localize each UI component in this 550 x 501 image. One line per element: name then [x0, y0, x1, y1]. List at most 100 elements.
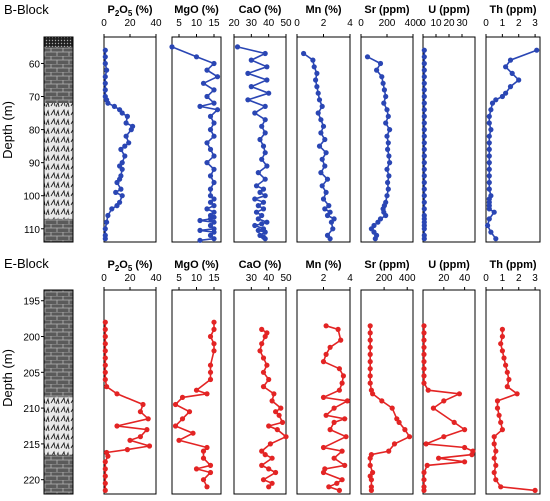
x-tick-label: 0: [101, 18, 107, 29]
panel-title-part: 2: [115, 264, 120, 273]
data-point: [314, 84, 320, 90]
data-point: [336, 387, 342, 393]
data-point: [516, 77, 522, 83]
data-point: [211, 133, 217, 139]
panel-6: Th (ppm)0 1 2 3: [483, 4, 541, 243]
data-point: [102, 480, 108, 486]
data-point: [319, 156, 325, 162]
data-point: [264, 219, 270, 225]
depth-tick-label: 80: [29, 126, 41, 137]
data-point: [260, 477, 267, 483]
data-point: [367, 351, 373, 357]
data-point: [102, 362, 108, 368]
panel-title: P2O5 (%): [108, 4, 153, 18]
x-tick-label: 200: [376, 273, 393, 284]
data-point: [193, 466, 200, 472]
data-point: [320, 359, 327, 365]
data-point: [146, 443, 153, 449]
data-point: [311, 64, 317, 70]
data-point: [114, 391, 120, 397]
panel-4: Sr (ppm)0 200 400: [358, 4, 422, 243]
data-point: [102, 333, 108, 340]
data-point: [342, 416, 348, 422]
data-point: [128, 127, 134, 133]
data-point: [379, 74, 385, 80]
x-tick-label: 40: [150, 273, 162, 284]
b-block-label: B-Block: [4, 2, 49, 17]
data-point: [462, 459, 468, 465]
lithology-unit: [44, 103, 73, 219]
data-point: [406, 434, 413, 440]
lithology-unit: [44, 454, 73, 494]
data-point: [391, 441, 398, 447]
data-point: [339, 448, 345, 454]
data-point: [367, 373, 373, 379]
data-point: [124, 447, 130, 453]
data-point: [207, 232, 214, 238]
data-point: [257, 136, 263, 143]
x-tick-label: 20: [124, 18, 136, 29]
data-point: [318, 130, 324, 136]
data-point: [200, 455, 207, 461]
data-point: [204, 67, 210, 73]
data-point: [310, 57, 316, 63]
x-tick-label: 2: [321, 273, 327, 284]
data-point: [491, 441, 497, 447]
data-point: [234, 44, 241, 50]
x-tick-label: 20: [443, 18, 455, 29]
data-point: [430, 405, 436, 411]
x-tick-label: 0: [483, 273, 489, 284]
data-point: [493, 477, 499, 483]
data-point: [278, 405, 284, 411]
data-point: [262, 117, 268, 123]
data-point: [122, 143, 128, 149]
data-point: [486, 146, 492, 152]
depth-tick-label: 210: [23, 404, 40, 415]
data-point: [269, 398, 275, 404]
data-point: [260, 206, 267, 212]
data-point: [127, 437, 133, 443]
data-point: [488, 229, 494, 235]
data-point: [368, 477, 374, 483]
data-point: [327, 427, 333, 433]
data-point: [320, 196, 327, 202]
data-point: [498, 484, 504, 490]
data-point: [260, 355, 267, 361]
lithology-column: [43, 36, 74, 243]
data-point: [102, 326, 108, 332]
panel-title: MgO (%): [174, 259, 219, 271]
data-point: [211, 60, 217, 67]
data-point: [322, 136, 328, 143]
data-point: [343, 434, 349, 440]
data-point: [421, 186, 427, 192]
data-point: [267, 441, 273, 447]
data-point: [200, 477, 207, 483]
data-point: [260, 369, 267, 375]
data-point: [276, 412, 282, 418]
data-point: [367, 337, 373, 343]
data-point: [137, 434, 143, 440]
x-tick-label: 50: [280, 273, 292, 284]
data-point: [486, 113, 492, 119]
data-point: [499, 427, 505, 433]
panel-5: U (ppm) 20 40: [421, 259, 476, 495]
data-point: [266, 484, 272, 490]
data-point: [102, 348, 108, 354]
data-point: [102, 47, 108, 53]
panel-0: P2O5 (%)0 20 40: [101, 259, 162, 495]
data-point: [507, 84, 514, 90]
x-tick-label: 30: [246, 273, 258, 284]
x-tick-label: 0: [420, 18, 426, 29]
x-tick-label: 10: [191, 18, 203, 29]
data-point: [266, 466, 272, 472]
x-tick-label: 4: [347, 273, 353, 284]
panel-title: CaO (%): [239, 4, 282, 16]
data-point: [374, 67, 380, 73]
data-point: [501, 355, 507, 361]
data-point: [179, 394, 186, 400]
data-point: [255, 216, 261, 222]
data-point: [320, 469, 327, 476]
data-point: [245, 70, 251, 76]
data-point: [421, 47, 427, 53]
data-point: [331, 455, 337, 461]
